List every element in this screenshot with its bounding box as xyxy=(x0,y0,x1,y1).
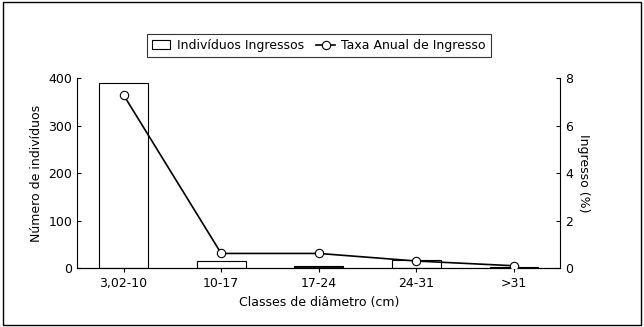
Bar xyxy=(294,266,343,268)
Bar xyxy=(99,83,148,268)
Y-axis label: Número de indivíduos: Número de indivíduos xyxy=(30,105,43,242)
X-axis label: Classes de diâmetro (cm): Classes de diâmetro (cm) xyxy=(238,296,399,309)
Y-axis label: Ingresso (%): Ingresso (%) xyxy=(577,134,590,213)
Bar xyxy=(392,260,440,268)
Bar xyxy=(489,267,538,268)
Legend: Indivíduos Ingressos, Taxa Anual de Ingresso: Indivíduos Ingressos, Taxa Anual de Ingr… xyxy=(147,34,491,57)
Bar xyxy=(197,261,245,268)
